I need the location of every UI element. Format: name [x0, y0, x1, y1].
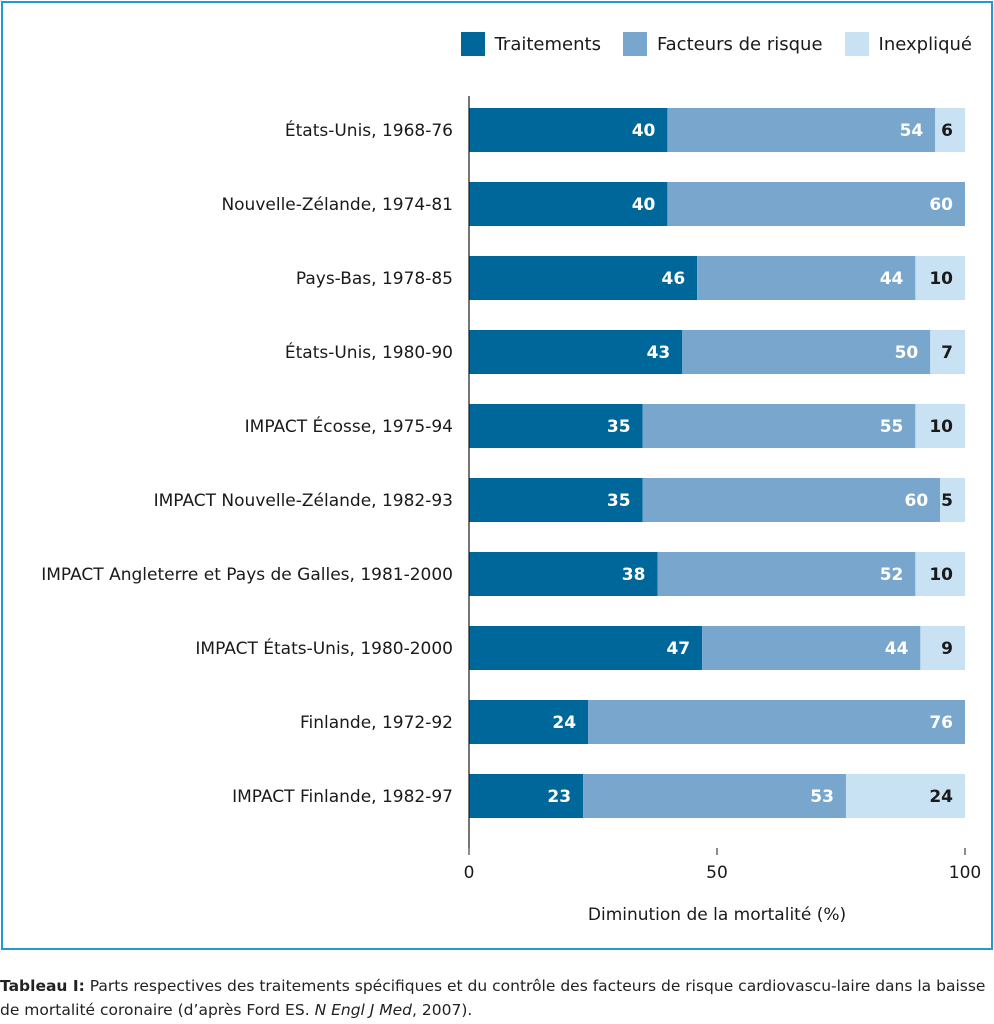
x-axis-title: Diminution de la mortalité (%)	[588, 905, 846, 925]
category-labels-group: États-Unis, 1968-76 Nouvelle-Zélande, 197…	[41, 119, 453, 807]
data-label: 35	[607, 491, 631, 511]
legend-label-inexplique: Inexpliqué	[878, 33, 972, 55]
data-label: 7	[941, 343, 953, 363]
legend-item-facteurs: Facteurs de risque	[622, 32, 823, 56]
data-label: 44	[880, 269, 904, 289]
bar-segment	[469, 404, 643, 448]
bar-segment	[940, 478, 965, 522]
data-label: 5	[941, 491, 953, 511]
stacked-bar-chart: 40 54 6 40 60 46 44 10 43 50 7 35 55 10 35 60 5 38 52 10 47 4…	[41, 96, 981, 925]
category-label: Nouvelle-Zélande, 1974-81	[221, 195, 453, 215]
data-label: 60	[929, 195, 953, 215]
bar-segment	[682, 330, 931, 374]
legend-item-inexplique: Inexpliqué	[844, 32, 972, 56]
bar-segment	[469, 330, 683, 374]
data-label: 40	[632, 121, 656, 141]
bar-segment	[469, 774, 584, 818]
legend-item-traitements: Traitements	[460, 32, 601, 56]
category-label: Pays-Bas, 1978-85	[296, 269, 453, 289]
data-label: 35	[607, 417, 631, 437]
data-label: 24	[552, 713, 576, 733]
category-label: IMPACT Finlande, 1982-97	[232, 787, 453, 807]
bar-segment	[702, 626, 921, 670]
bar-segment	[930, 330, 965, 374]
category-label: IMPACT Nouvelle-Zélande, 1982-93	[154, 491, 453, 511]
bar-segment	[915, 404, 965, 448]
bar-segment	[915, 256, 965, 300]
data-label: 76	[929, 713, 953, 733]
data-label: 9	[941, 639, 953, 659]
bar-segment	[642, 404, 916, 448]
caption-prefix: Tableau I:	[0, 977, 85, 995]
bars-group: 40 54 6 40 60 46 44 10 43 50 7 35 55 10 35 60 5 38 52 10 47 4…	[469, 108, 965, 818]
data-label: 23	[547, 787, 571, 807]
data-label: 55	[880, 417, 904, 437]
data-label: 53	[810, 787, 834, 807]
data-label: 6	[941, 121, 953, 141]
legend-label-facteurs: Facteurs de risque	[656, 33, 823, 55]
bar-segment	[469, 478, 643, 522]
data-label: 44	[885, 639, 909, 659]
bar-segment	[667, 108, 936, 152]
data-label: 60	[905, 491, 929, 511]
bar-segment	[657, 552, 916, 596]
category-label: IMPACT États-Unis, 1980-2000	[195, 637, 453, 659]
bar-segment	[935, 108, 965, 152]
category-label: États-Unis, 1980-90	[285, 341, 453, 363]
bar-segment	[915, 552, 965, 596]
data-label: 10	[929, 565, 953, 585]
data-label: 24	[929, 787, 953, 807]
data-label: 40	[632, 195, 656, 215]
caption-journal: N Engl J Med	[314, 1001, 413, 1019]
data-label: 47	[666, 639, 690, 659]
category-label: Finlande, 1972-92	[300, 713, 453, 733]
bar-segment	[845, 774, 965, 818]
figure-frame	[1, 1, 993, 950]
data-label: 10	[929, 269, 953, 289]
data-label: 52	[880, 565, 904, 585]
data-label: 54	[900, 121, 924, 141]
bar-segment	[697, 256, 916, 300]
x-tick-label: 100	[949, 863, 981, 883]
bar-segment	[583, 774, 846, 818]
category-label: IMPACT Écosse, 1975-94	[245, 415, 453, 437]
bar-segment	[667, 182, 965, 226]
x-tick-label: 50	[706, 863, 728, 883]
bar-segment	[469, 108, 668, 152]
category-label: États-Unis, 1968-76	[285, 119, 453, 141]
bar-segment	[469, 182, 668, 226]
x-tick-label: 0	[464, 863, 475, 883]
data-label: 38	[622, 565, 646, 585]
caption-text-1: Parts respectives des traitements spécif…	[0, 977, 986, 1019]
data-label: 43	[647, 343, 671, 363]
legend-swatch-traitements	[460, 32, 485, 56]
chart-legend: Traitements Facteurs de risque Inexpliqu…	[439, 32, 972, 56]
figure-caption: Tableau I: Parts respectives des traitem…	[0, 974, 994, 1022]
bar-segment	[642, 478, 941, 522]
legend-label-traitements: Traitements	[494, 33, 601, 55]
legend-swatch-facteurs	[622, 32, 647, 56]
caption-text-2: , 2007).	[412, 1001, 473, 1019]
bar-segment	[920, 626, 965, 670]
data-label: 46	[661, 269, 685, 289]
data-label: 50	[895, 343, 919, 363]
category-label: IMPACT Angleterre et Pays de Galles, 198…	[41, 565, 453, 585]
bar-segment	[469, 552, 658, 596]
bar-segment	[588, 700, 965, 744]
legend-swatch-inexplique	[844, 32, 869, 56]
data-label: 10	[929, 417, 953, 437]
bar-segment	[469, 256, 698, 300]
bar-segment	[469, 700, 589, 744]
bar-segment	[469, 626, 703, 670]
x-axis: 0 50 100	[464, 96, 981, 883]
